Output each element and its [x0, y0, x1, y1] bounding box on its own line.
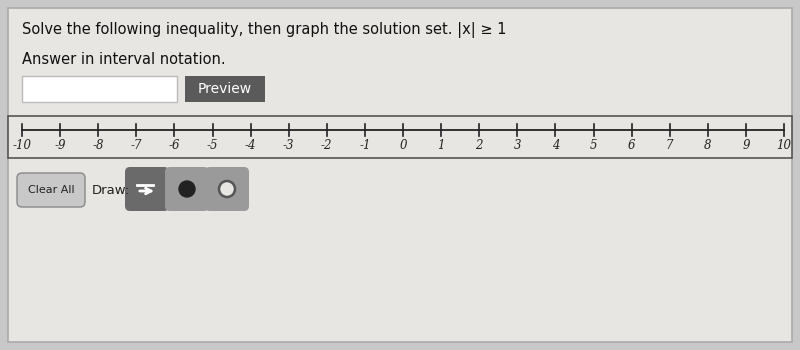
Text: -6: -6: [169, 139, 180, 152]
Text: Clear All: Clear All: [28, 185, 74, 195]
Text: -10: -10: [13, 139, 31, 152]
Circle shape: [179, 181, 195, 197]
Text: -2: -2: [321, 139, 333, 152]
Text: Draw:: Draw:: [92, 183, 130, 196]
Text: 1: 1: [438, 139, 445, 152]
FancyBboxPatch shape: [185, 76, 265, 102]
Text: 3: 3: [514, 139, 521, 152]
FancyBboxPatch shape: [125, 167, 169, 211]
FancyBboxPatch shape: [205, 167, 249, 211]
Text: 9: 9: [742, 139, 750, 152]
Text: -8: -8: [93, 139, 104, 152]
Text: -9: -9: [54, 139, 66, 152]
Text: Answer in interval notation.: Answer in interval notation.: [22, 52, 226, 67]
Text: -3: -3: [283, 139, 294, 152]
FancyBboxPatch shape: [8, 116, 792, 158]
FancyBboxPatch shape: [165, 167, 209, 211]
FancyBboxPatch shape: [8, 8, 792, 342]
Text: 7: 7: [666, 139, 674, 152]
Circle shape: [219, 181, 235, 197]
Text: -7: -7: [130, 139, 142, 152]
Text: 0: 0: [399, 139, 406, 152]
Text: 8: 8: [704, 139, 711, 152]
Text: 5: 5: [590, 139, 598, 152]
Text: 4: 4: [552, 139, 559, 152]
Text: 10: 10: [777, 139, 791, 152]
Text: -4: -4: [245, 139, 256, 152]
Text: Preview: Preview: [198, 82, 252, 96]
Text: 2: 2: [475, 139, 483, 152]
Text: -5: -5: [206, 139, 218, 152]
Text: -1: -1: [359, 139, 370, 152]
FancyBboxPatch shape: [22, 76, 177, 102]
Text: Solve the following inequality, then graph the solution set. |x| ≥ 1: Solve the following inequality, then gra…: [22, 22, 506, 38]
Text: 6: 6: [628, 139, 635, 152]
FancyBboxPatch shape: [17, 173, 85, 207]
